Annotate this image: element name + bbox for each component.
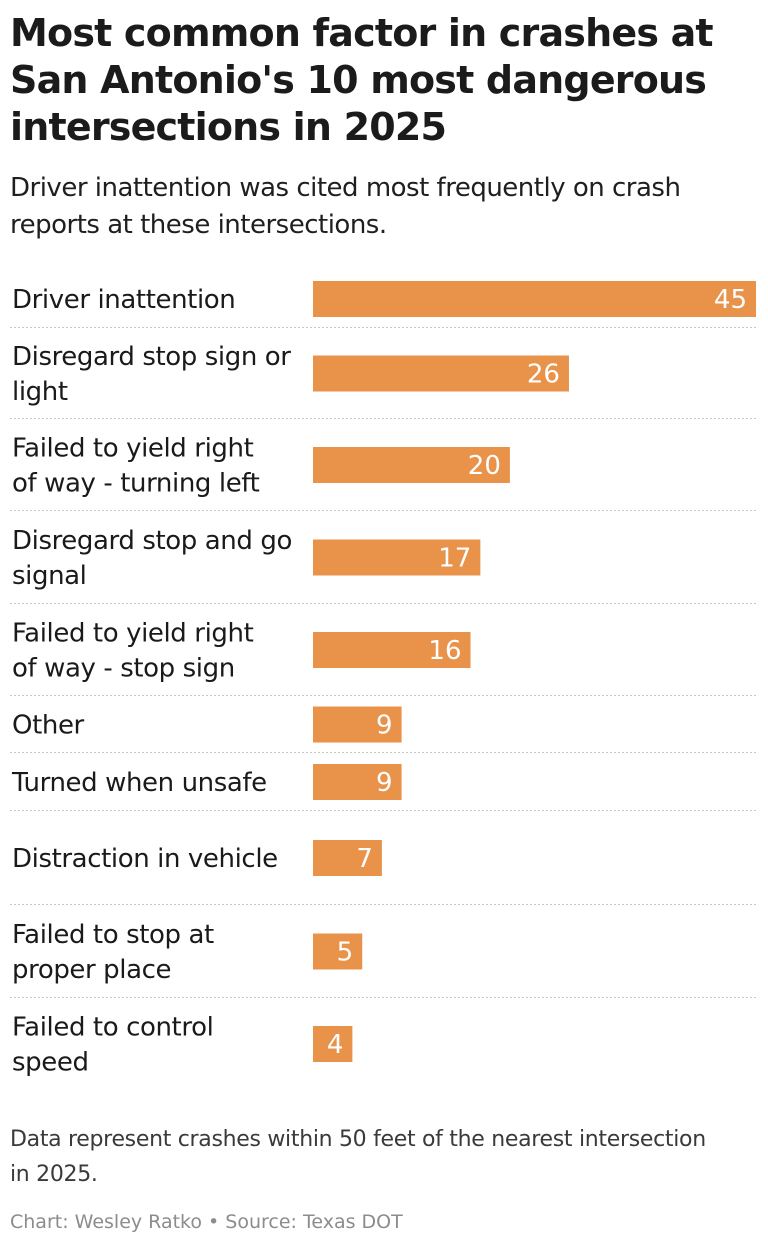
chart-credits: Chart: Wesley Ratko • Source: Texas DOT xyxy=(10,1211,403,1233)
bar xyxy=(313,355,569,392)
category-label: Disregard stop and go signal xyxy=(12,526,292,591)
bar xyxy=(313,764,402,800)
data-label: 26 xyxy=(527,360,560,390)
category-label: Driver inattention xyxy=(12,285,235,315)
category-label: Failed to yield right of way - turning le… xyxy=(12,434,260,499)
data-label: 5 xyxy=(337,938,354,968)
data-label: 45 xyxy=(714,285,747,315)
category-label: Distraction in vehicle xyxy=(12,844,278,874)
bar xyxy=(313,840,382,876)
data-label: 20 xyxy=(468,451,501,481)
bar xyxy=(313,539,481,576)
data-label: 4 xyxy=(327,1030,344,1060)
bar xyxy=(313,933,363,970)
category-label: Turned when unsafe xyxy=(11,768,267,798)
bar xyxy=(313,1026,353,1062)
data-label: 16 xyxy=(428,636,461,666)
data-label: 9 xyxy=(376,711,393,741)
bar xyxy=(313,706,402,743)
chart-note: Data represent crashes within 50 feet of… xyxy=(10,1127,706,1187)
category-label: Failed to yield right of way - stop sign xyxy=(12,619,254,684)
category-label: Other xyxy=(12,711,85,741)
category-label: Disregard stop sign or light xyxy=(12,342,291,407)
category-label: Failed to control speed xyxy=(12,1013,213,1078)
data-label: 7 xyxy=(356,844,373,874)
data-label: 17 xyxy=(438,544,471,574)
bar xyxy=(313,447,510,483)
data-label: 9 xyxy=(376,768,393,798)
chart-subtitle: Driver inattention was cited most freque… xyxy=(10,173,681,240)
bar xyxy=(313,632,471,668)
chart-title: Most common factor in crashes at San Ant… xyxy=(10,11,714,149)
category-label: Failed to stop at proper place xyxy=(12,920,214,985)
bar xyxy=(313,281,756,317)
